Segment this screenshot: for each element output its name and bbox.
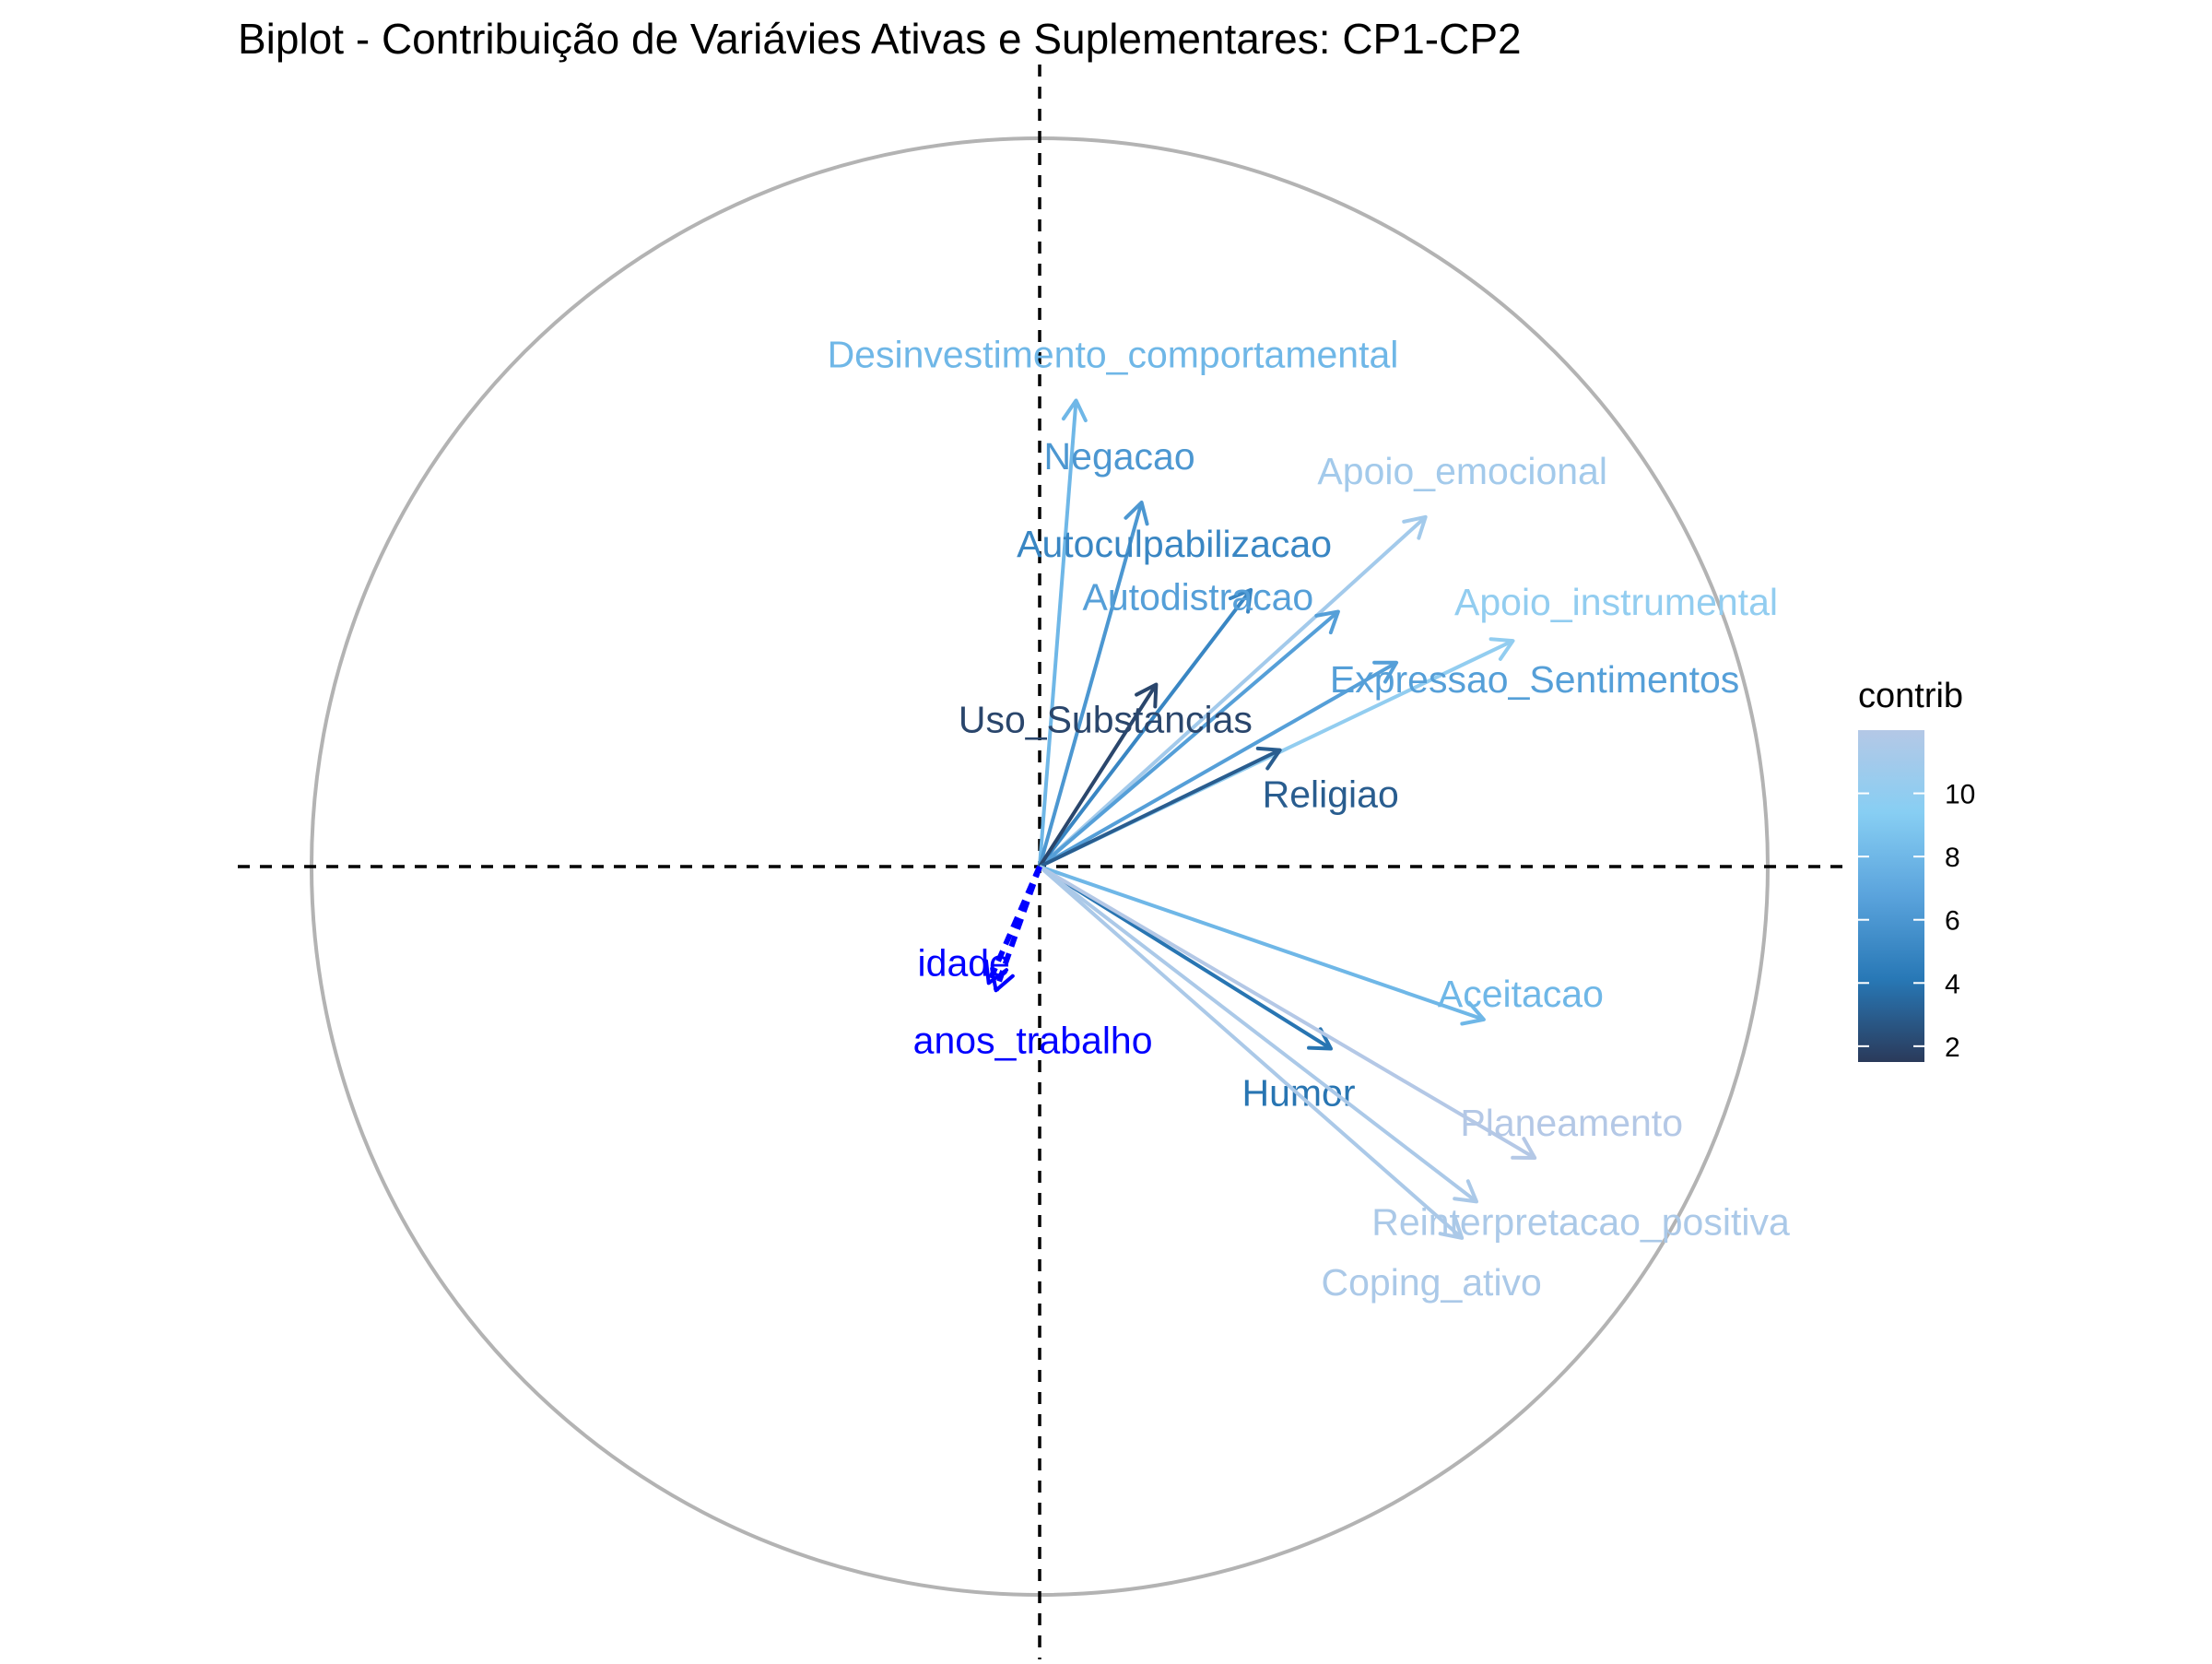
arrow-desinvestimento-comportamental-arrowhead — [1061, 398, 1088, 423]
variable-label-reinterpretacao-positiva: Reinterpretacao_positiva — [1371, 1200, 1790, 1243]
variable-arrow-autodistracao: Autodistracao — [1038, 576, 1340, 868]
arrow-apoio-emocional-arrowhead — [1402, 514, 1428, 540]
arrow-coping-ativo-arrowhead — [1438, 1215, 1465, 1240]
arrow-line-negacao — [1038, 502, 1144, 867]
variable-label-aceitacao: Aceitacao — [1438, 973, 1604, 1015]
legend-colorbar — [1858, 730, 1924, 1062]
arrow-line-reinterpretacao-positiva — [1038, 865, 1478, 1203]
variable-label-planeamento: Planeamento — [1460, 1102, 1683, 1144]
arrow-planeamento-arrowhead — [1511, 1137, 1537, 1160]
plot-area: Desinvestimento_comportamental Negacao Apo… — [238, 65, 1843, 1659]
chart-title: Biplot - Contribuição de Variávies Ativa… — [238, 15, 1522, 63]
variable-label-expressao-sentimentos: Expressao_Sentimentos — [1330, 658, 1739, 701]
arrow-negacao-arrowhead — [1124, 501, 1149, 526]
variable-label-apoio-instrumental: Apoio_instrumental — [1454, 581, 1778, 623]
supplementary-label-anos-trabalho: anos_trabalho — [913, 1019, 1153, 1061]
arrow-reinterpretacao-positiva-arrowhead — [1453, 1179, 1478, 1204]
arrow-line-aceitacao — [1039, 865, 1485, 1021]
arrow-religiao-arrowhead — [1255, 746, 1282, 771]
arrow-line-autoculpabilizacao — [1038, 588, 1253, 868]
legend: contrib 2 4 6 8 10 — [1858, 677, 1975, 1063]
supplementary-line-anos-trabalho — [993, 866, 1042, 992]
variable-label-apoio-emocional: Apoio_emocional — [1317, 450, 1607, 492]
variable-arrow-uso-substancias: Uso_Substancias — [959, 682, 1253, 868]
variable-arrow-coping-ativo: Coping_ativo — [1038, 865, 1542, 1304]
arrow-autoculpabilizacao-arrowhead — [1228, 587, 1253, 614]
arrow-apoio-instrumental-arrowhead — [1488, 637, 1515, 661]
variable-label-desinvestimento-comportamental: Desinvestimento_comportamental — [828, 333, 1399, 375]
legend-tick-label-10: 10 — [1945, 780, 1975, 810]
variable-arrow-planeamento: Planeamento — [1038, 865, 1683, 1160]
variable-arrow-negacao: Negacao — [1038, 435, 1195, 867]
variable-arrow-aceitacao: Aceitacao — [1039, 865, 1604, 1026]
arrow-uso-substancias-arrowhead — [1135, 682, 1159, 709]
variable-arrow-autoculpabilizacao: Autoculpabilizacao — [1017, 523, 1332, 868]
variable-label-autoculpabilizacao: Autoculpabilizacao — [1017, 523, 1332, 565]
variable-label-negacao: Negacao — [1044, 435, 1195, 478]
legend-tick-label-8: 8 — [1945, 843, 1960, 873]
variable-label-uso-substancias: Uso_Substancias — [959, 699, 1253, 741]
arrow-line-coping-ativo — [1038, 865, 1464, 1240]
arrow-line-religiao — [1039, 748, 1281, 868]
arrow-line-autodistracao — [1038, 609, 1340, 868]
variable-label-religiao: Religiao — [1263, 773, 1399, 816]
supplementary-anos-trabalho-arrowhead — [990, 966, 1015, 993]
supplementary-label-idade: idade — [918, 941, 1010, 984]
legend-tick-label-6: 6 — [1945, 906, 1960, 937]
legend-tick-label-2: 2 — [1945, 1033, 1960, 1063]
variable-arrow-religiao: Religiao — [1039, 746, 1399, 868]
legend-title: contrib — [1858, 677, 1963, 715]
arrow-aceitacao-arrowhead — [1460, 1000, 1486, 1026]
arrow-line-planeamento — [1038, 865, 1536, 1160]
variable-arrow-expressao-sentimentos: Expressao_Sentimentos — [1039, 658, 1739, 868]
arrow-autodistracao-arrowhead — [1314, 609, 1340, 635]
variable-label-autodistracao: Autodistracao — [1083, 576, 1314, 619]
variable-arrow-apoio-emocional: Apoio_emocional — [1038, 450, 1607, 868]
arrow-expressao-sentimentos-arrowhead — [1372, 660, 1399, 684]
arrow-line-uso-substancias — [1038, 683, 1159, 868]
variable-label-coping-ativo: Coping_ativo — [1322, 1261, 1542, 1304]
arrow-line-apoio-emocional — [1038, 515, 1428, 868]
legend-tick-label-4: 4 — [1945, 969, 1960, 999]
variable-arrow-desinvestimento-comportamental: Desinvestimento_comportamental — [828, 333, 1399, 867]
arrow-line-desinvestimento-comportamental — [1038, 400, 1078, 867]
arrow-line-expressao-sentimentos — [1039, 661, 1398, 868]
supplementary-arrow-anos-trabalho: anos_trabalho — [913, 866, 1153, 1061]
